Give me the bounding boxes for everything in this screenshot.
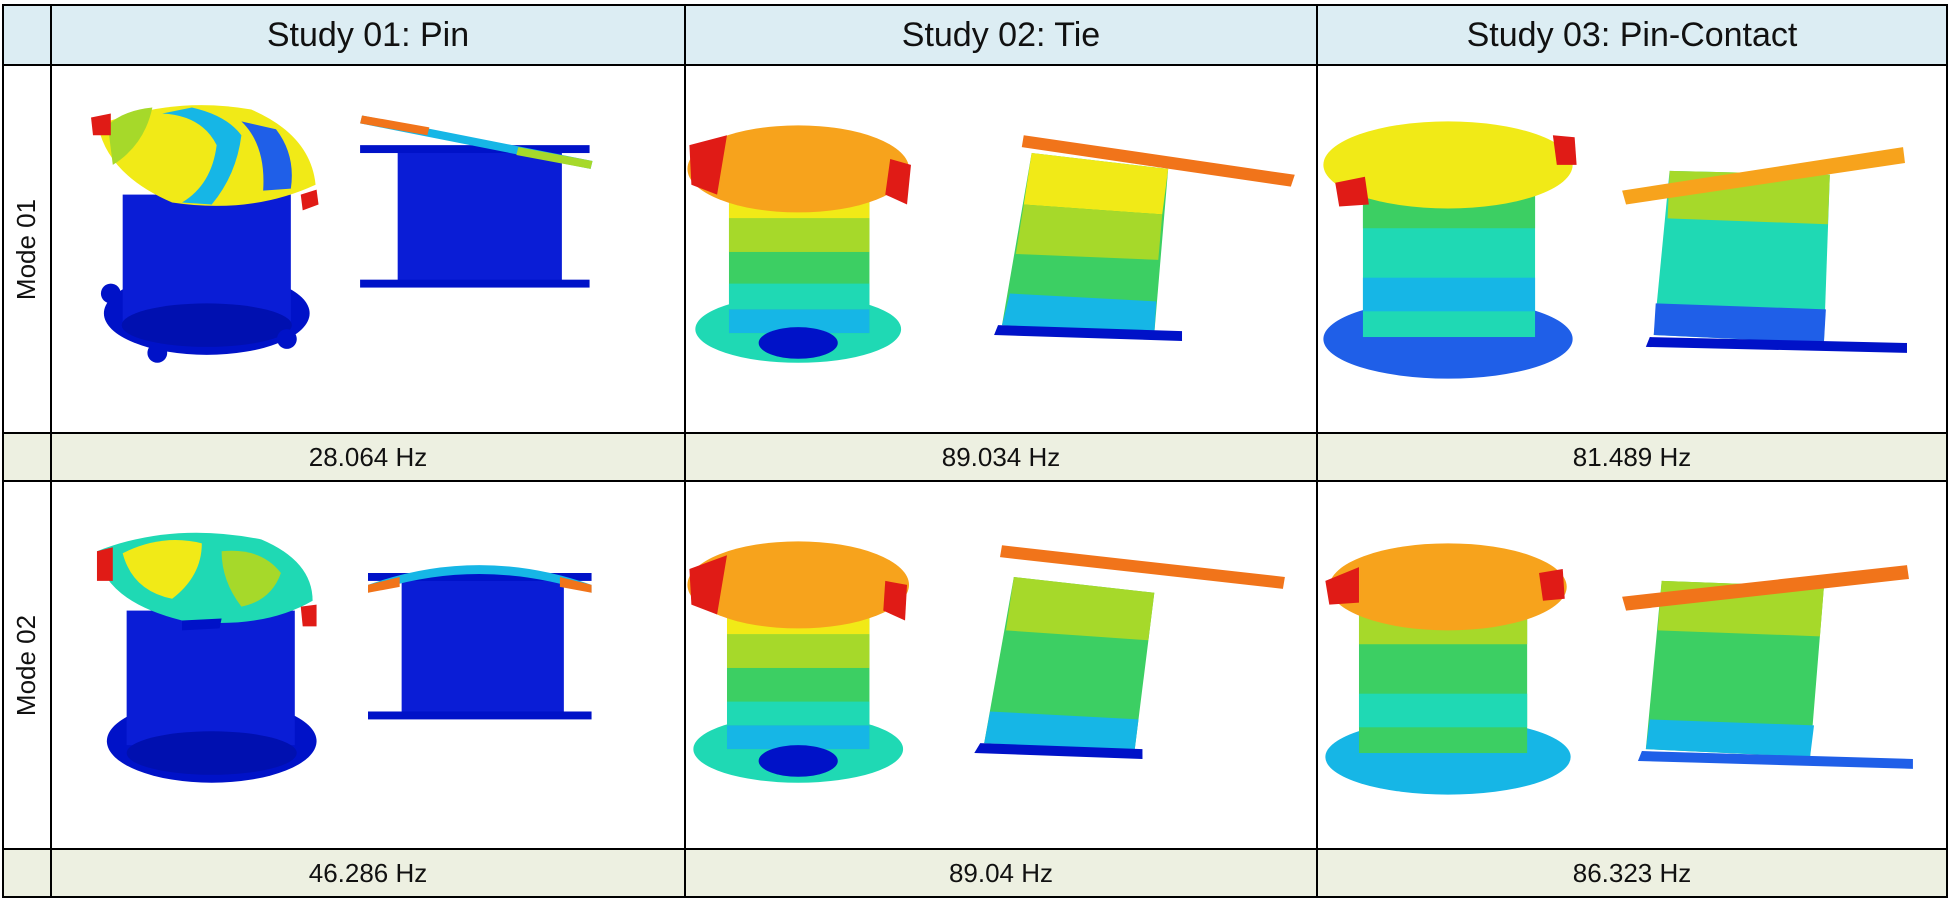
frequency-value: 81.489 Hz [1572, 441, 1692, 472]
corner-cell [2, 4, 52, 66]
header-label: Study 03: Pin-Contact [1466, 15, 1798, 54]
fem-mode-shape-pin-mode-2 [96, 532, 592, 783]
mode-01-label-cell: Mode 01 [2, 64, 52, 434]
fem-mode-shape-pin-mode-1 [91, 105, 593, 363]
frequency-value: 89.04 Hz [948, 857, 1054, 888]
mode-01-study-03-image [1316, 64, 1948, 434]
frequency-mode-02-study-01: 46.286 Hz [50, 848, 686, 898]
mode-02-study-02-image [684, 480, 1318, 850]
frequency-value: 46.286 Hz [308, 857, 428, 888]
frequency-mode-02-study-02: 89.04 Hz [684, 848, 1318, 898]
mode-02-label-cell: Mode 02 [2, 480, 52, 850]
frequency-mode-02-study-03: 86.323 Hz [1316, 848, 1948, 898]
header-label: Study 02: Tie [901, 15, 1101, 54]
frequency-mode-01-study-02: 89.034 Hz [684, 432, 1318, 482]
mode-label: Mode 02 [11, 614, 42, 716]
fem-mode-shape-tie-mode-1 [687, 125, 1295, 363]
mode-01-study-02-image [684, 64, 1318, 434]
frequency-value: 86.323 Hz [1572, 857, 1692, 888]
header-study-01: Study 01: Pin [50, 4, 686, 66]
frequency-mode-01-study-03: 81.489 Hz [1316, 432, 1948, 482]
mode-01-study-01-image [50, 64, 686, 434]
fem-mode-shape-pin-contact-mode-2 [1325, 543, 1913, 795]
mode-02-study-03-image [1316, 480, 1948, 850]
freq-row-01-blank [2, 432, 52, 482]
frequency-value: 28.064 Hz [308, 441, 428, 472]
freq-row-02-blank [2, 848, 52, 898]
fem-mode-shape-tie-mode-2 [687, 541, 1285, 783]
frequency-value: 89.034 Hz [941, 441, 1061, 472]
header-label: Study 01: Pin [266, 15, 470, 54]
fem-mode-shape-pin-contact-mode-1 [1323, 121, 1907, 379]
mode-label: Mode 01 [11, 198, 42, 300]
frequency-mode-01-study-01: 28.064 Hz [50, 432, 686, 482]
mode-02-study-01-image [50, 480, 686, 850]
header-study-02: Study 02: Tie [684, 4, 1318, 66]
header-study-03: Study 03: Pin-Contact [1316, 4, 1948, 66]
